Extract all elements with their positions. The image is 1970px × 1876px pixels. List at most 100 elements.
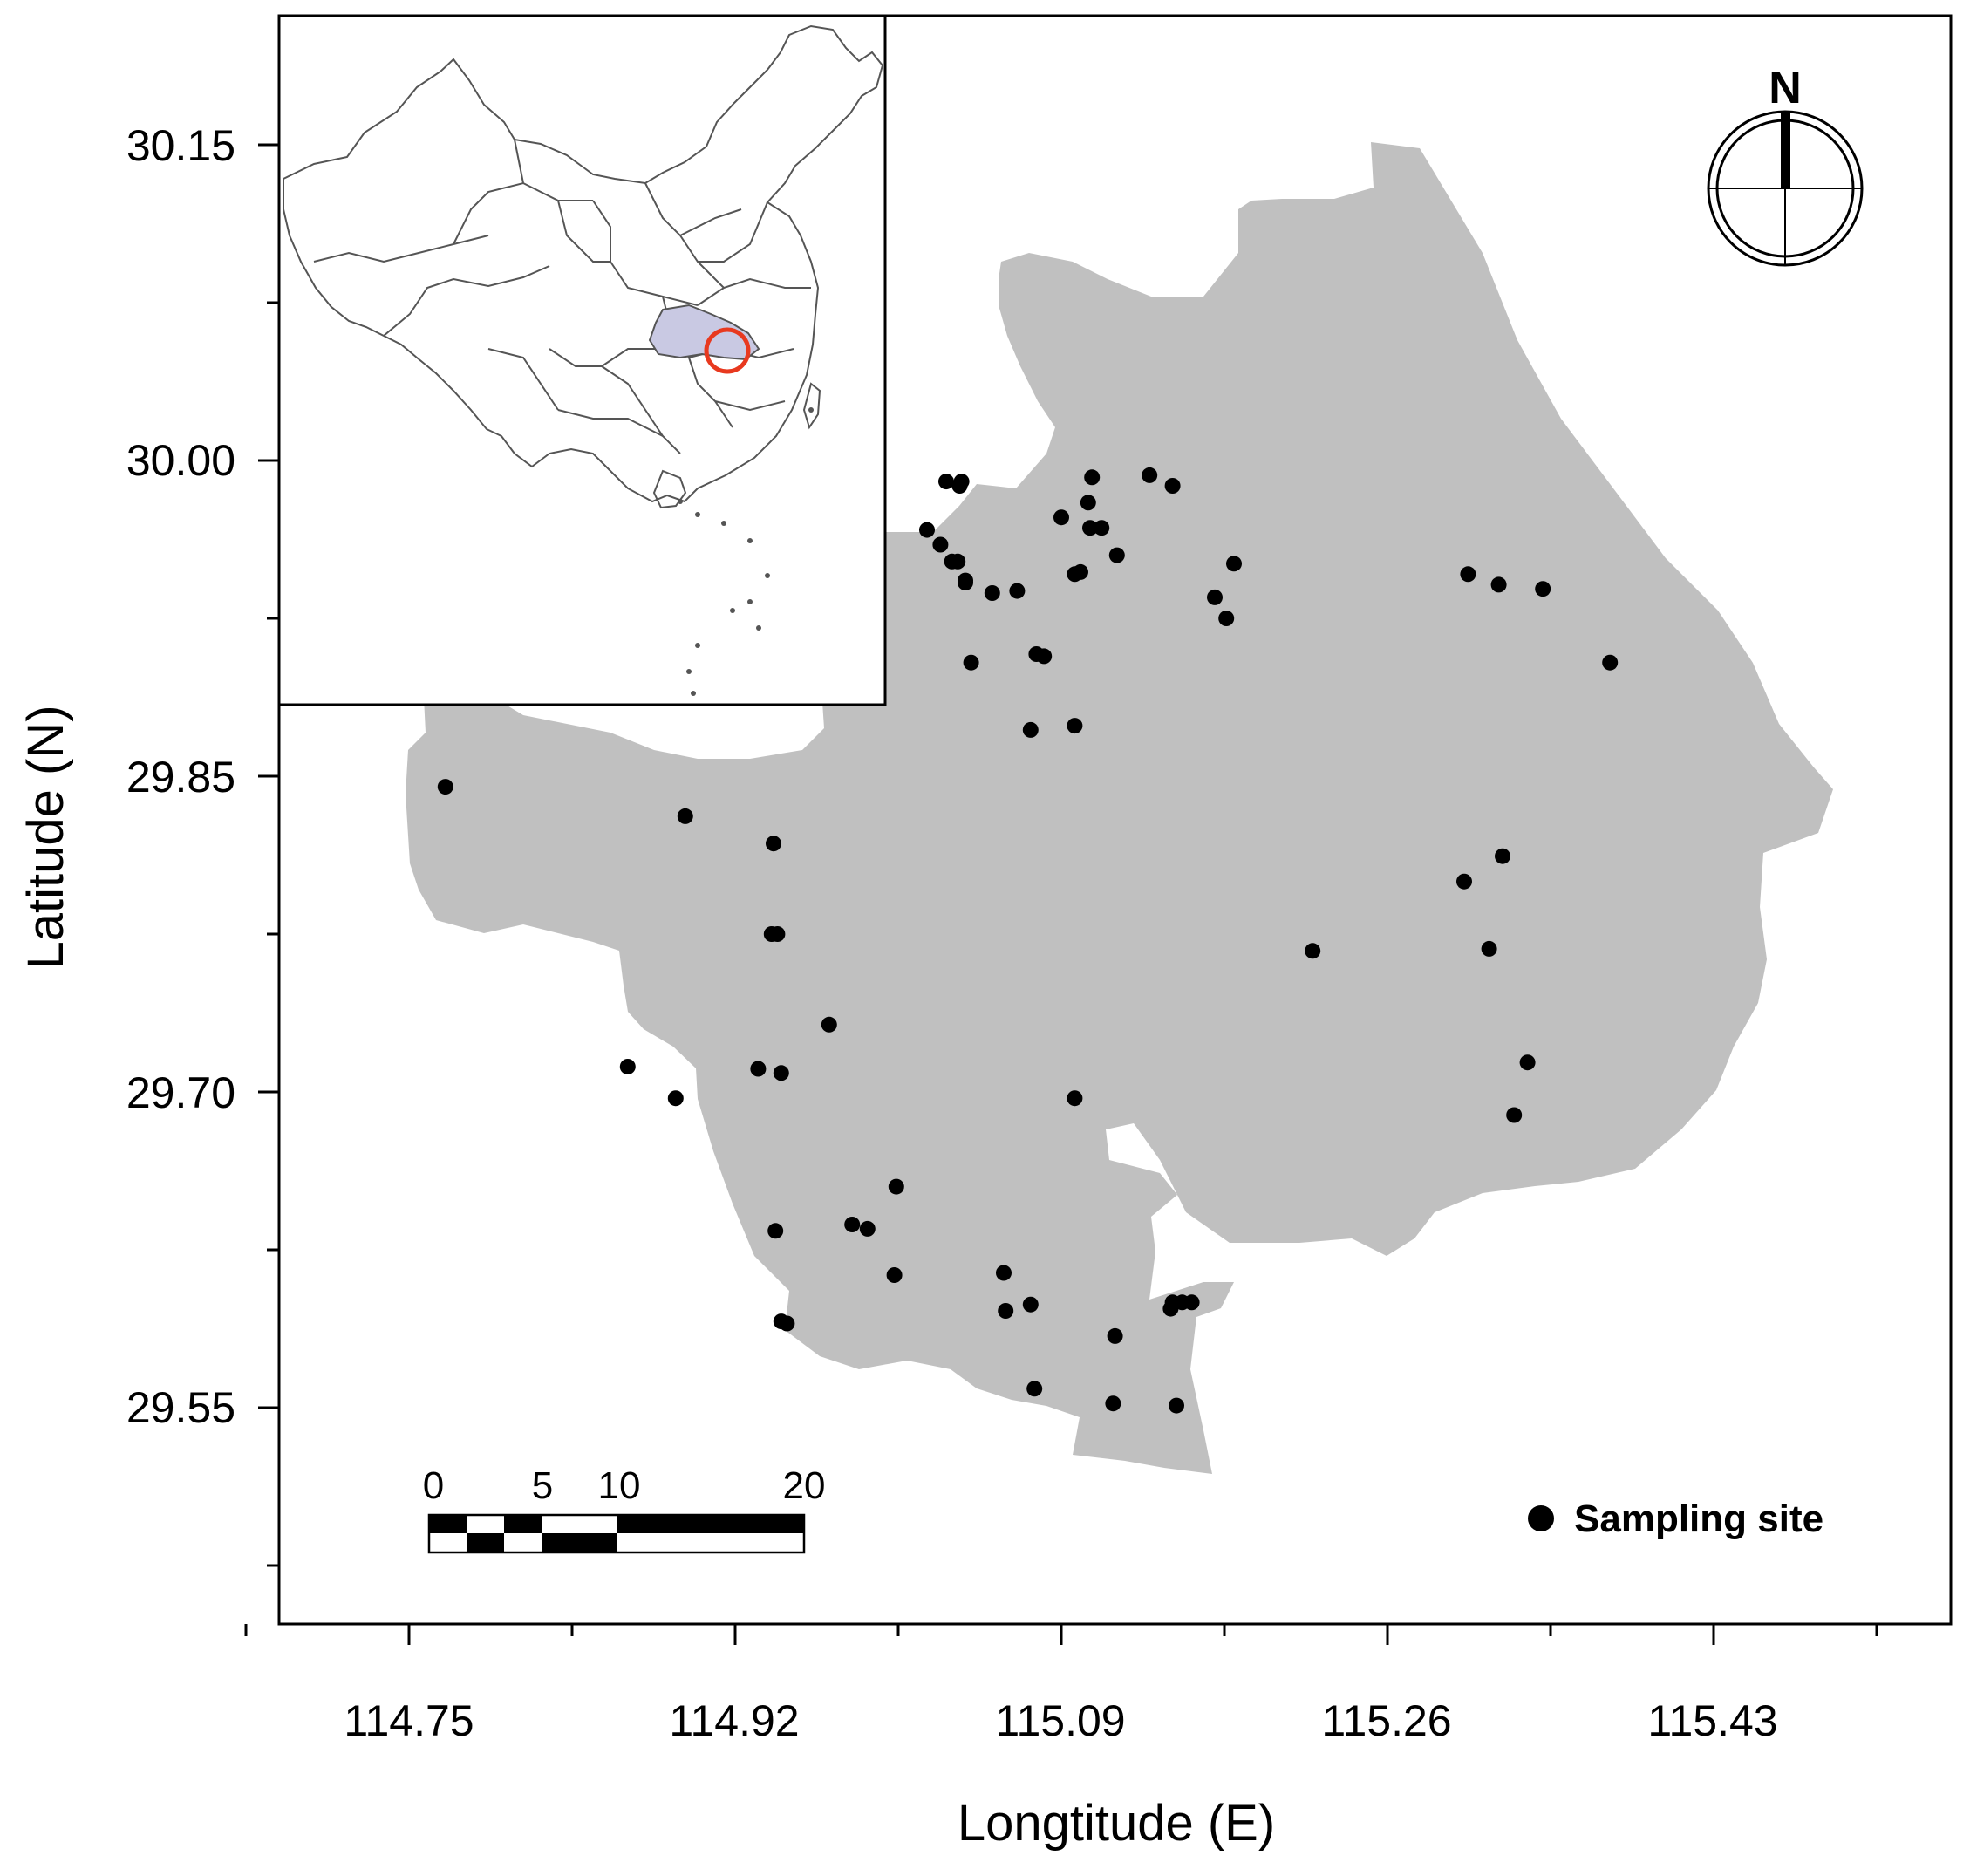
sampling-site-14 (888, 1178, 904, 1195)
study-area-polygon (406, 142, 1833, 1474)
inset-frame (277, 14, 887, 706)
y-tick-label: 29.85 (126, 753, 235, 802)
sampling-site-35 (984, 585, 1000, 601)
y-tick-label: 29.55 (126, 1383, 235, 1432)
y-tick-label: 30.00 (126, 436, 235, 485)
sampling-site-1 (437, 779, 453, 795)
scale-segment (467, 1533, 504, 1552)
island-dots (678, 407, 814, 696)
sampling-site-67 (1519, 1054, 1536, 1071)
scale-label-10: 10 (598, 1464, 641, 1507)
x-tick-label: 114.75 (344, 1696, 474, 1745)
sampling-site-29 (1067, 1090, 1083, 1107)
scale-bar-top-segments (429, 1515, 804, 1533)
x-tick-label: 114.92 (669, 1696, 799, 1745)
sampling-site-36 (1009, 583, 1026, 599)
sampling-site-68 (1506, 1107, 1523, 1123)
sampling-site-44 (1053, 509, 1069, 526)
y-axis-title: Latitude (N) (17, 705, 74, 969)
island-dot (695, 512, 700, 517)
sampling-site-51 (932, 536, 949, 553)
sampling-site-19 (1022, 1296, 1039, 1313)
sampling-site-23 (1105, 1395, 1121, 1412)
sampling-site-54 (953, 474, 970, 490)
sampling-site-20 (996, 1265, 1012, 1281)
sampling-site-7 (750, 1061, 767, 1077)
north-label: N (1769, 63, 1802, 113)
sampling-site-15 (886, 1267, 903, 1283)
sampling-site-58 (1226, 556, 1242, 572)
y-tick-label: 29.70 (126, 1068, 235, 1117)
sampling-site-64 (1456, 873, 1472, 890)
inset-map (277, 14, 887, 706)
sampling-site-28 (1183, 1294, 1200, 1311)
island-dot (765, 573, 770, 578)
x-axis-ticks (244, 1624, 1878, 1645)
sampling-site-56 (1207, 589, 1223, 605)
sampling-site-5 (769, 926, 786, 942)
sampling-site-11 (844, 1217, 861, 1232)
sampling-site-17 (779, 1315, 795, 1332)
sampling-site-33 (1067, 718, 1083, 734)
sampling-site-66 (1481, 940, 1497, 957)
sampling-site-46 (1164, 478, 1181, 494)
legend-label: Sampling site (1574, 1497, 1823, 1540)
sampling-site-41 (1108, 547, 1125, 563)
north-arrow: N (1707, 63, 1864, 267)
y-tick-label: 30.15 (126, 121, 235, 170)
scale-bar: 0 5 10 20 (423, 1464, 825, 1554)
sampling-site-21 (1026, 1381, 1043, 1397)
sampling-site-55 (938, 474, 954, 490)
scale-segment (429, 1515, 467, 1533)
island-dot (695, 643, 700, 648)
sampling-site-42 (1080, 495, 1096, 511)
hainan-island (652, 469, 687, 509)
sampling-site-2 (677, 808, 693, 824)
sampling-site-8 (773, 1065, 789, 1081)
scale-segment (617, 1515, 804, 1533)
scale-label-5: 5 (532, 1464, 553, 1507)
y-tick-labels: 30.15 30.00 29.85 29.70 29.55 (126, 121, 235, 1432)
x-tick-label: 115.09 (995, 1696, 1125, 1745)
island-dot (730, 608, 735, 613)
island-dot (756, 625, 761, 631)
x-tick-label: 115.26 (1321, 1696, 1451, 1745)
sampling-site-3 (766, 836, 781, 852)
island-dot (747, 538, 753, 543)
sampling-sites (437, 467, 1619, 1414)
sampling-site-45 (1142, 467, 1158, 483)
sampling-site-22 (1107, 1327, 1123, 1344)
sampling-site-30 (1022, 721, 1039, 738)
sampling-site-9 (619, 1059, 636, 1074)
taiwan-island (802, 382, 821, 430)
island-dot (686, 669, 692, 674)
sampling-site-39 (1082, 520, 1098, 536)
north-arrow-needle (1781, 113, 1790, 188)
sampling-site-59 (1305, 943, 1321, 959)
sampling-site-65 (1495, 848, 1510, 864)
sampling-site-60 (1460, 566, 1476, 583)
sampling-site-6 (821, 1016, 837, 1033)
scale-segment (542, 1533, 617, 1552)
sampling-site-50 (944, 553, 960, 570)
sampling-site-43 (1084, 469, 1101, 486)
china-outline (283, 24, 884, 503)
sampling-site-57 (1218, 611, 1235, 626)
sampling-site-32 (1036, 648, 1053, 665)
sampling-site-62 (1535, 581, 1551, 597)
sampling-site-48 (958, 572, 973, 589)
legend-marker (1528, 1505, 1554, 1531)
sampling-site-12 (859, 1220, 876, 1237)
study-area-highlight-circle (704, 327, 751, 374)
hubei-province (648, 304, 760, 361)
scale-label-0: 0 (423, 1464, 444, 1507)
island-dot (721, 521, 726, 526)
x-tick-labels: 114.75 114.92 115.09 115.26 115.43 (344, 1696, 1777, 1745)
sampling-site-61 (1490, 576, 1507, 593)
scale-segment (504, 1515, 542, 1533)
sampling-site-38 (1073, 563, 1088, 580)
x-tick-label: 115.43 (1647, 1696, 1777, 1745)
sampling-site-18 (998, 1303, 1014, 1319)
sampling-site-10 (667, 1090, 684, 1107)
